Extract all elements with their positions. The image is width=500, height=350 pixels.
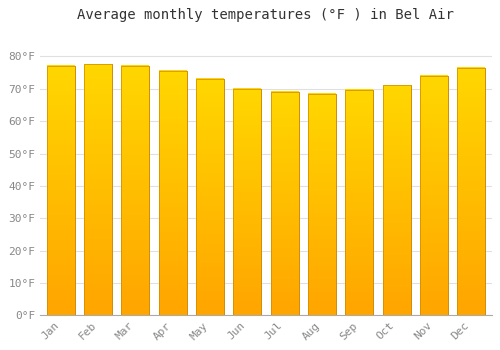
Bar [84,64,112,315]
Bar [270,92,298,315]
Bar [46,66,74,315]
Title: Average monthly temperatures (°F ) in Bel Air: Average monthly temperatures (°F ) in Be… [78,8,454,22]
Bar [122,66,150,315]
Bar [196,79,224,315]
Bar [382,85,410,315]
Bar [122,66,150,315]
Bar [158,71,186,315]
Bar [308,93,336,315]
Bar [234,89,262,315]
Bar [345,90,373,315]
Bar [234,89,262,315]
Bar [158,71,186,315]
Bar [420,76,448,315]
Bar [84,64,112,315]
Bar [457,68,485,315]
Bar [345,90,373,315]
Bar [420,76,448,315]
Bar [457,68,485,315]
Bar [46,66,74,315]
Bar [270,92,298,315]
Bar [382,85,410,315]
Bar [308,93,336,315]
Bar [196,79,224,315]
